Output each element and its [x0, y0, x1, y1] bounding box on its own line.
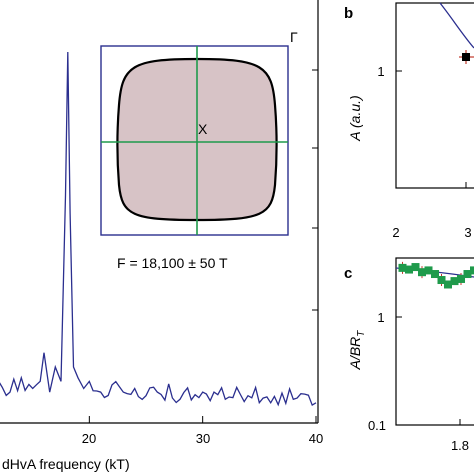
panel-a-x-axis-label: dHvA frequency (kT) — [2, 456, 130, 472]
panel-b-xtick-label-2: 2 — [392, 225, 399, 240]
panel-c-point — [463, 270, 472, 279]
panel-a: 20 30 40 dHvA frequency (kT) X Γ F = 18,… — [0, 0, 323, 472]
inset-x-point-label: X — [198, 121, 208, 137]
panel-a-series-line — [0, 51, 317, 407]
panel-a-tick-label-40: 40 — [309, 431, 323, 446]
panel-c-point — [470, 266, 474, 275]
panel-c: c 1 0.1 1.8 A/BRT — [344, 257, 474, 453]
panel-c-frame — [395, 257, 474, 426]
inset-frequency-text: F = 18,100 ± 50 T — [117, 255, 228, 271]
panel-b-frame — [395, 2, 474, 189]
panel-a-tick-label-30: 30 — [196, 431, 210, 446]
panel-b-ytick-label: 1 — [377, 64, 384, 79]
panel-c-letter: c — [344, 265, 352, 282]
panel-c-point — [405, 265, 413, 274]
panel-c-point — [457, 274, 465, 283]
panel-c-point — [437, 276, 446, 285]
panel-b-point — [462, 53, 470, 61]
panel-b: b 1 2 3 A (a.u.) — [344, 2, 474, 240]
panel-c-points — [398, 261, 474, 289]
inset-frame — [100, 45, 289, 236]
panel-a-inset: X Γ F = 18,100 ± 50 T — [100, 29, 298, 271]
panel-b-fit-curve — [439, 2, 474, 49]
panel-c-point — [444, 280, 452, 289]
panel-a-tick-label-20: 20 — [82, 431, 96, 446]
panel-c-point — [450, 277, 459, 286]
panel-c-ytick-label-1: 1 — [377, 310, 384, 325]
panel-c-ytick-label-0.1: 0.1 — [368, 418, 386, 433]
panel-c-y-axis-label-sub: T — [356, 330, 367, 337]
panel-c-point — [418, 268, 426, 277]
panel-c-point — [411, 263, 420, 272]
panel-b-xtick-label-3: 3 — [464, 225, 471, 240]
panel-c-point — [424, 266, 433, 275]
panel-b-y-axis-label: A (a.u.) — [347, 95, 363, 141]
panel-c-xtick-label-1.8: 1.8 — [451, 438, 469, 453]
panel-c-y-axis-label: A/BRT — [347, 330, 367, 371]
panel-c-point — [398, 263, 407, 272]
panel-b-letter: b — [344, 5, 353, 22]
panel-c-y-axis-label-main: A/BR — [347, 337, 363, 371]
panel-c-point — [431, 270, 439, 279]
panel-a-ticks — [88, 69, 318, 423]
inset-gamma-label: Γ — [290, 29, 298, 45]
